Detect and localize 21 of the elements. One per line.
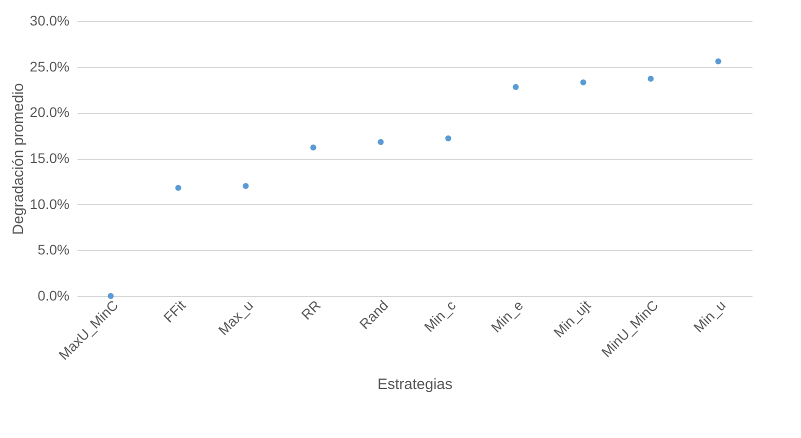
y-tick-label: 25.0% [30,58,70,74]
point [175,184,182,191]
y-tick-label: 20.0% [30,104,70,120]
point [715,58,722,64]
point [310,144,316,150]
y-tick-label: 10.0% [30,196,70,212]
point [242,183,249,189]
point [378,139,384,145]
point [512,84,519,90]
y-tick-label: 30.0% [30,12,70,28]
x-tick-label: RR [298,297,324,323]
x-axis-title: Estrategias [377,376,453,393]
point [108,293,114,299]
y-tick-label: 5.0% [38,242,70,258]
y-tick-label: 15.0% [30,150,70,166]
point [445,135,452,142]
point [580,79,586,86]
y-axis-title: Degradación promedio [10,83,27,235]
point [648,76,654,82]
x-tick-label: FFit [160,297,189,326]
y-tick-label: 0.0% [38,288,70,304]
